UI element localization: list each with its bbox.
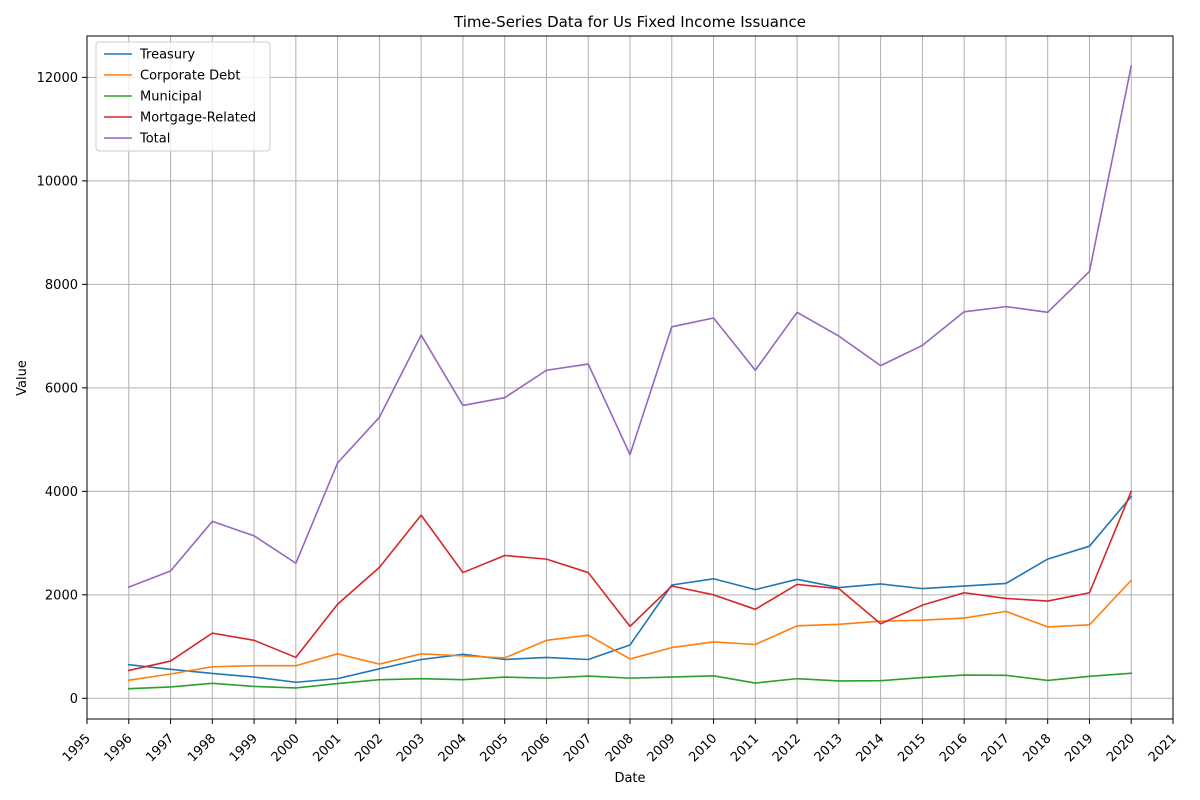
x-tick-label: 2021: [1146, 731, 1180, 765]
x-tick-label: 2010: [686, 731, 720, 765]
y-axis-label: Value: [15, 360, 30, 396]
x-tick-label: 2005: [478, 731, 512, 765]
x-tick-label: 2004: [436, 731, 470, 765]
legend: Treasury Corporate Debt Municipal Mortgage-…: [95, 41, 271, 152]
x-tick-label: 2015: [895, 731, 929, 765]
x-tick-label: 2003: [394, 731, 428, 765]
chart-title: Time-Series Data for Us Fixed Income Iss…: [453, 13, 806, 31]
series-line-mortgage-related: [127, 490, 1133, 672]
y-tick-label: 0: [70, 692, 78, 707]
x-tick-label: 2013: [812, 731, 846, 765]
y-tick-label: 6000: [45, 381, 78, 396]
series-lines: [127, 65, 1133, 690]
series-line-corporate-debt: [127, 579, 1133, 682]
y-tick-label: 2000: [45, 588, 78, 603]
y-tick-label: 4000: [45, 485, 78, 500]
y-tick-label: 12000: [37, 71, 78, 86]
y-axis-ticks: 0 2000 4000 6000 8000 10000 12000: [37, 71, 87, 707]
x-tick-label: 1996: [102, 731, 136, 765]
x-tick-label: 2000: [269, 731, 303, 765]
x-tick-label: 2011: [728, 731, 762, 765]
x-tick-label: 2014: [853, 731, 887, 765]
legend-label-municipal: Municipal: [140, 90, 202, 105]
grid: [86, 36, 1174, 719]
legend-label-mortgage-related: Mortgage-Related: [140, 111, 256, 126]
x-axis-label: Date: [614, 771, 645, 786]
x-tick-label: 2007: [561, 731, 595, 765]
x-axis-ticks: 1995 1996 1997 1998 1999 2000 2001 2002 2003 2004…: [60, 719, 1180, 765]
x-tick-label: 1999: [227, 731, 261, 765]
series-line-total: [127, 65, 1133, 589]
x-tick-label: 2006: [519, 731, 553, 765]
series-line-treasury: [127, 495, 1133, 684]
x-tick-label: 2019: [1062, 731, 1096, 765]
x-tick-label: 1997: [143, 731, 177, 765]
x-tick-label: 2009: [645, 731, 679, 765]
legend-label-treasury: Treasury: [139, 48, 195, 63]
legend-box: [95, 41, 271, 152]
series-line-municipal: [127, 672, 1133, 690]
legend-label-total: Total: [139, 132, 170, 147]
x-tick-label: 2016: [937, 731, 971, 765]
x-tick-label: 2018: [1021, 731, 1055, 765]
legend-label-corporate-debt: Corporate Debt: [140, 69, 240, 84]
x-tick-label: 2008: [603, 731, 637, 765]
x-tick-label: 2012: [770, 731, 804, 765]
x-tick-label: 2020: [1104, 731, 1138, 765]
x-tick-label: 2002: [352, 731, 386, 765]
x-tick-label: 2001: [310, 731, 344, 765]
x-tick-label: 1998: [185, 731, 219, 765]
y-tick-label: 10000: [37, 174, 78, 189]
x-tick-label: 1995: [60, 731, 94, 765]
x-tick-label: 2017: [979, 731, 1013, 765]
y-tick-label: 8000: [45, 278, 78, 293]
